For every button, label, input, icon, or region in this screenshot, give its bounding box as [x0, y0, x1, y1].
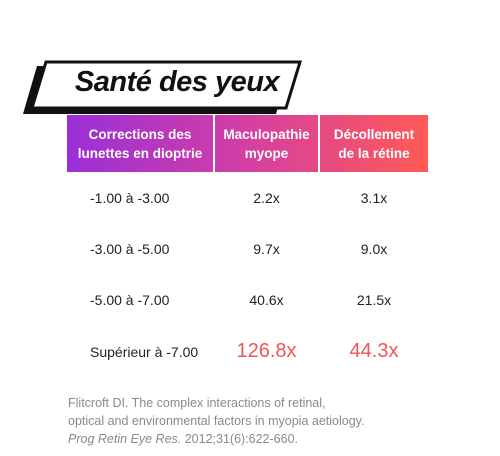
cell-value: 2.2x — [253, 190, 280, 206]
cell-value: 21.5x — [356, 292, 392, 308]
row-label: -5.00 à -7.00 — [90, 292, 170, 308]
cell-value: 9.0x — [360, 241, 388, 257]
citation-journal: Prog Retin Eye Res. — [68, 432, 182, 446]
header-text: Maculopathie — [223, 126, 310, 142]
header-cell: Maculopathie myope — [215, 115, 318, 172]
title-box — [29, 60, 303, 110]
cell-value-highlight: 126.8x — [236, 340, 297, 362]
citation-line: Flitcroft DI. The complex interactions o… — [68, 396, 326, 410]
header-text: Décollement — [333, 126, 415, 142]
citation-line: Prog Retin Eye Res. 2012;31(6):622-660. — [68, 432, 298, 446]
title-frame — [23, 60, 303, 114]
cell-value: 40.6x — [249, 292, 284, 308]
header-cell: Corrections des lunettes en dioptrie — [67, 115, 213, 172]
column-separator — [318, 115, 320, 172]
header-text: myope — [244, 145, 289, 161]
title: Santé des yeux — [74, 66, 280, 98]
citation-line: optical and environmental factors in myo… — [68, 414, 365, 428]
header-cell: Décollement de la rétine — [320, 115, 428, 172]
column-separator — [213, 115, 215, 172]
header-text: lunettes en dioptrie — [77, 145, 203, 161]
table-header: Corrections des lunettes en dioptrie Mac… — [67, 115, 428, 172]
header-text: de la rétine — [338, 145, 410, 161]
header-text: Corrections des — [88, 126, 192, 142]
row-label: Supérieur à -7.00 — [90, 344, 199, 360]
citation-details: 2012;31(6):622-660. — [181, 432, 299, 446]
row-label: -1.00 à -3.00 — [90, 190, 170, 206]
row-label: -3.00 à -5.00 — [90, 241, 170, 257]
cell-value: 9.7x — [253, 241, 280, 257]
cell-value-highlight: 44.3x — [349, 340, 399, 362]
cell-value: 3.1x — [360, 190, 388, 206]
